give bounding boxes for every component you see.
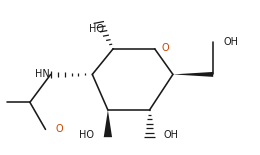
Text: HO: HO — [89, 24, 104, 34]
Polygon shape — [173, 72, 213, 77]
Text: O: O — [161, 43, 169, 53]
Polygon shape — [104, 110, 112, 137]
Text: HO: HO — [79, 130, 94, 140]
Text: OH: OH — [164, 130, 179, 140]
Text: O: O — [56, 124, 63, 134]
Text: HN: HN — [35, 69, 49, 79]
Text: OH: OH — [224, 37, 239, 47]
